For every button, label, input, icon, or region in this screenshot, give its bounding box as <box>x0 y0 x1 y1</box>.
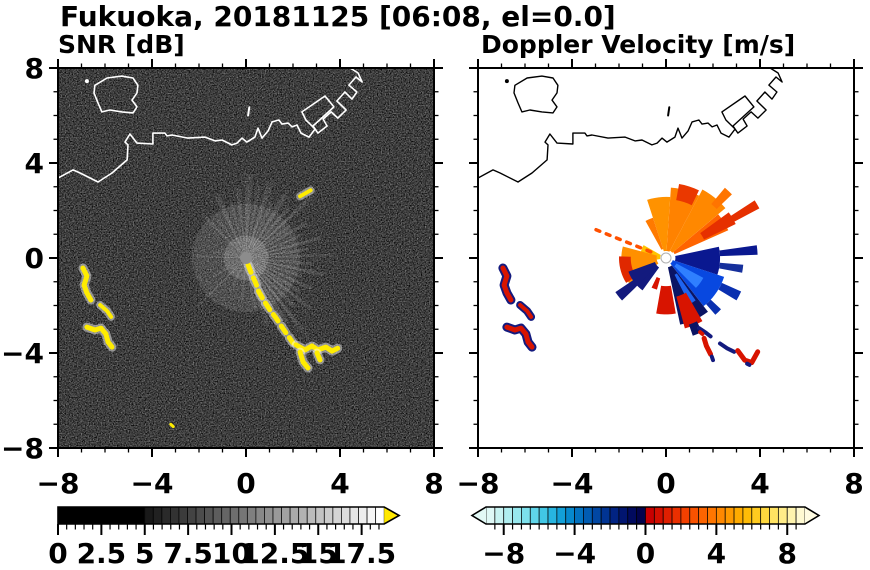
x-tick-label: −8 <box>457 467 500 500</box>
velocity-plot-area <box>478 68 854 448</box>
velocity-colorbar-tick-label: 8 <box>777 537 796 570</box>
tick-marks <box>469 59 863 457</box>
velocity-colorbar-under-arrow <box>472 507 486 524</box>
velocity-coastline <box>478 68 783 183</box>
x-tick-label: −8 <box>37 467 80 500</box>
y-tick-label: 0 <box>25 242 44 275</box>
x-tick-label: 4 <box>330 467 349 500</box>
figure-title: Fukuoka, 20181125 [06:08, el=0.0] <box>60 0 616 33</box>
velocity-axes: −8 −4 0 4 8 <box>457 59 864 500</box>
snr-yellow-echoes <box>78 186 343 429</box>
x-tick-label: 0 <box>656 467 675 500</box>
panel-title-snr: SNR [dB] <box>58 30 185 59</box>
velocity-colorbar: −8 −4 0 4 8 <box>470 506 821 570</box>
snr-plot-area <box>58 68 434 448</box>
velocity-colorbar-over-arrow <box>804 507 819 524</box>
y-tick-label: 8 <box>25 52 44 85</box>
radar-site-marker <box>660 252 672 264</box>
y-tick-label: 4 <box>25 147 44 180</box>
panel-title-velocity: Doppler Velocity [m/s] <box>481 30 796 59</box>
snr-colorbar-tick-label: 0 <box>48 537 67 570</box>
x-tick-label: 4 <box>750 467 769 500</box>
snr-colorbar-tick-label: 17.5 <box>327 537 396 570</box>
x-tick-label: −4 <box>131 467 174 500</box>
x-tick-label: 8 <box>424 467 443 500</box>
x-tick-label: −4 <box>551 467 594 500</box>
snr-colorbar-tick-label: 12.5 <box>240 537 309 570</box>
velocity-fan-wedges <box>615 183 760 336</box>
y-tick-label: −4 <box>1 337 44 370</box>
velocity-colorbar-tick-label: −4 <box>553 537 596 570</box>
velocity-colorbar-tick-label: 0 <box>636 537 655 570</box>
snr-colorbar-over-arrow <box>384 507 400 524</box>
snr-starburst-rays <box>196 173 336 345</box>
snr-colorbar-tick-label: 2.5 <box>77 537 127 570</box>
velocity-colorbar-tick-label: −8 <box>482 537 525 570</box>
snr-colorbar-tick-label: 10 <box>212 537 251 570</box>
x-tick-label: 8 <box>844 467 863 500</box>
snr-colorbar-tick-label: 7.5 <box>163 537 213 570</box>
velocity-scattered-echoes <box>498 263 761 367</box>
velocity-colorbar-tick-label: 4 <box>707 537 726 570</box>
snr-colorbar-tick-label: 5 <box>135 537 154 570</box>
radar-site-marker <box>240 252 252 264</box>
velocity-dotted-ray <box>590 226 653 254</box>
tick-marks <box>49 59 443 457</box>
snr-colorbar-tick-label: 15 <box>299 537 338 570</box>
snr-axes: −8 −4 0 4 8 8 4 0 −4 −8 <box>1 52 444 500</box>
x-tick-label: 0 <box>236 467 255 500</box>
y-tick-label: −8 <box>1 432 44 465</box>
snr-coastline <box>58 68 363 183</box>
